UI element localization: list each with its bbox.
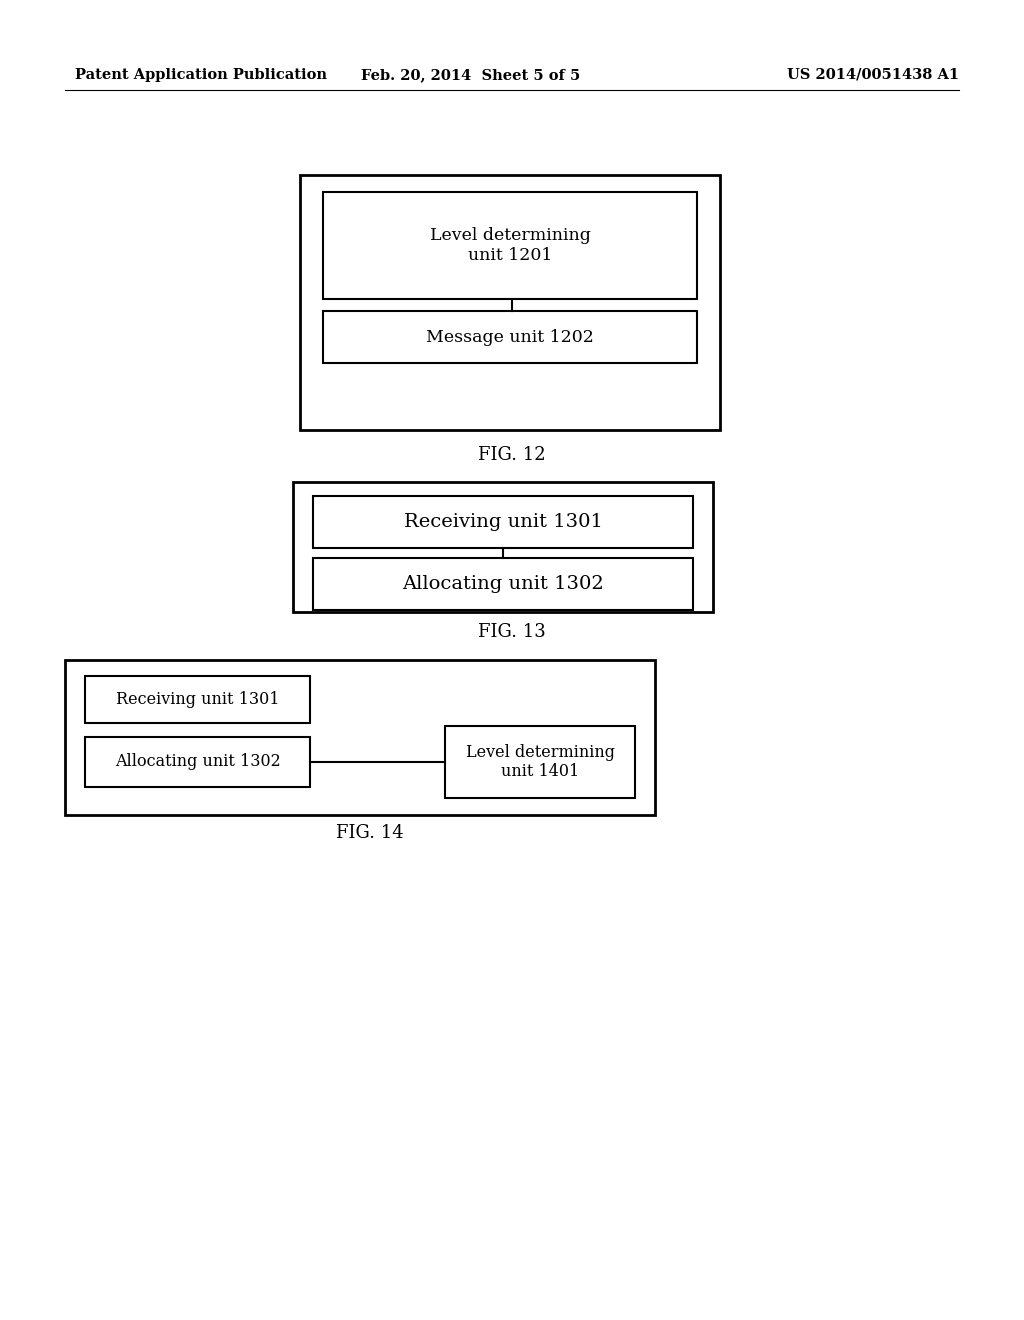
Text: Receiving unit 1301: Receiving unit 1301 [116,690,280,708]
Text: Level determining
unit 1401: Level determining unit 1401 [466,743,614,780]
Bar [293,482,713,612]
Text: Patent Application Publication: Patent Application Publication [75,69,327,82]
Bar [313,558,693,610]
Text: Receiving unit 1301: Receiving unit 1301 [403,513,602,531]
Text: Allocating unit 1302: Allocating unit 1302 [115,754,281,771]
Bar [300,176,720,430]
Text: US 2014/0051438 A1: US 2014/0051438 A1 [786,69,959,82]
Text: FIG. 12: FIG. 12 [478,446,546,465]
Text: Level determining
unit 1201: Level determining unit 1201 [429,227,591,264]
Bar [313,496,693,548]
Text: FIG. 13: FIG. 13 [478,623,546,642]
Bar [85,676,310,723]
Bar [323,312,697,363]
Bar [85,737,310,787]
Bar [323,191,697,300]
Text: Allocating unit 1302: Allocating unit 1302 [402,576,604,593]
Text: Feb. 20, 2014  Sheet 5 of 5: Feb. 20, 2014 Sheet 5 of 5 [361,69,581,82]
Bar [65,660,655,814]
Text: FIG. 14: FIG. 14 [336,824,403,842]
Bar [445,726,635,799]
Text: Message unit 1202: Message unit 1202 [426,329,594,346]
